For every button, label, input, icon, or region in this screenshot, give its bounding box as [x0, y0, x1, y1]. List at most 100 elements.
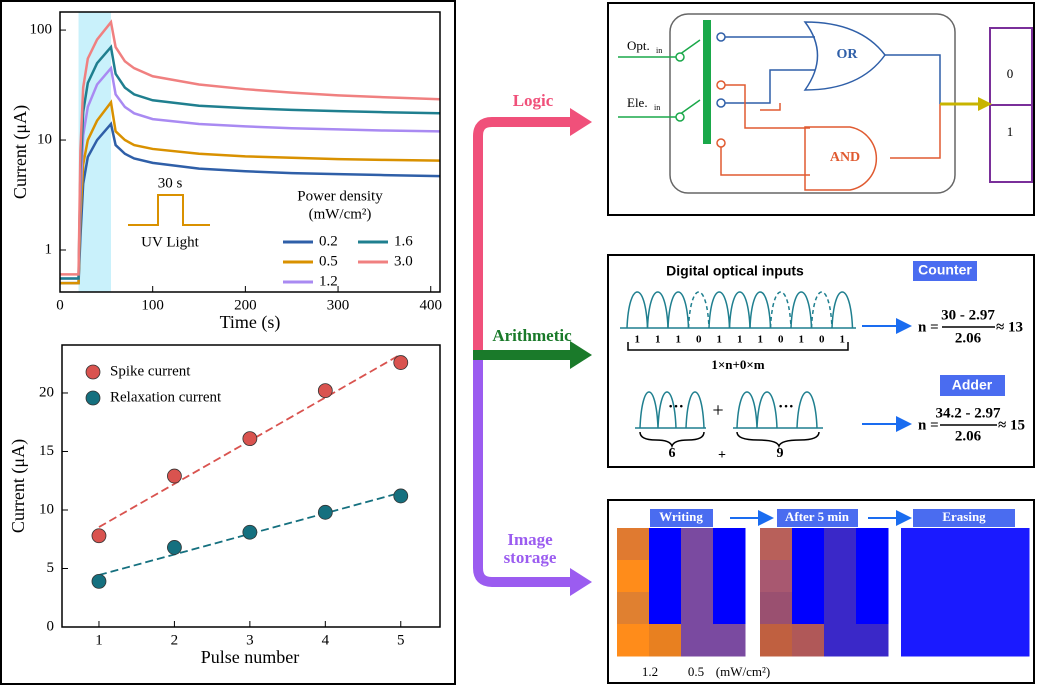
x-tick-label: 4 — [322, 632, 330, 648]
frame — [607, 2, 1035, 216]
pixel — [901, 624, 934, 657]
pixel — [965, 624, 998, 657]
dots: ··· — [668, 399, 684, 416]
pixel — [901, 592, 934, 625]
pixel — [901, 528, 934, 561]
pixel — [965, 528, 998, 561]
legend-marker — [85, 364, 101, 380]
bit: 1 — [840, 334, 846, 346]
chip — [669, 13, 956, 194]
bit: 0 — [819, 334, 825, 346]
plot-frame — [61, 344, 441, 628]
y-axis-label: Current (μA) — [8, 439, 29, 533]
pixel — [997, 560, 1030, 593]
bit: 0 — [778, 334, 784, 346]
x-tick-label: 100 — [141, 297, 164, 313]
output: 0 — [1007, 66, 1014, 81]
pixel — [901, 560, 934, 593]
bracket — [627, 342, 849, 351]
point — [393, 488, 409, 504]
chart-time: 0 100 200 300 400 1 10 100 Time (s) Current (μA) 0… — [10, 11, 442, 333]
tag — [913, 261, 977, 281]
label: Image — [507, 530, 553, 549]
pixel — [617, 592, 650, 625]
wires — [618, 21, 1033, 191]
point — [317, 504, 333, 520]
x-tick-label: 2 — [171, 632, 179, 648]
pulse — [769, 291, 792, 329]
bit: 1 — [635, 334, 641, 346]
pixel — [933, 624, 966, 657]
pixel — [856, 560, 889, 593]
point — [167, 540, 182, 555]
tag — [777, 509, 858, 527]
pixel — [713, 560, 746, 593]
point — [393, 355, 409, 370]
legend-label: 0.5 — [319, 253, 338, 269]
legend-label: 1.6 — [394, 233, 413, 249]
arrowhead — [570, 341, 592, 369]
legend-label: Spike current — [110, 363, 191, 379]
pixel — [649, 624, 682, 657]
y-tick-label: 0 — [47, 618, 55, 634]
pulse — [831, 291, 854, 329]
tag — [913, 509, 1015, 527]
pulse — [749, 291, 772, 329]
pixel — [824, 528, 857, 561]
legend-marker — [85, 390, 101, 406]
point — [91, 573, 107, 589]
subscript: in — [656, 46, 662, 55]
pixel — [681, 560, 714, 593]
pixel — [997, 624, 1030, 657]
bar — [703, 20, 711, 144]
arrowhead — [570, 568, 592, 596]
y-tick-label: 15 — [39, 443, 54, 459]
pixel — [713, 624, 746, 657]
pixel — [681, 624, 714, 657]
tag-label: Counter — [918, 262, 972, 278]
x-axis-label: Time (s) — [220, 312, 281, 333]
output: 1 — [1007, 124, 1014, 139]
pulse — [728, 291, 751, 329]
pixel — [856, 624, 889, 657]
formula: 34.2 - 2.97 — [936, 405, 1001, 421]
chart-pulse: 1 2 3 4 5 0 5 10 15 20 Pulse number Current (μA) Spi… — [8, 344, 441, 667]
storage-panel: Writing After 5 min Erasing 1.2 0.5 (mW/… — [607, 499, 1035, 684]
pixel — [792, 592, 825, 625]
y-tick-label: 10 — [39, 501, 54, 517]
series-line — [60, 121, 441, 285]
pixel — [649, 528, 682, 561]
arrow-logic — [473, 117, 572, 355]
formula: 30 - 2.97 — [941, 307, 995, 323]
y-tick-label: 20 — [39, 384, 54, 400]
pulse — [626, 291, 649, 329]
count: 9 — [777, 446, 784, 461]
tag — [650, 509, 713, 527]
arithmetic-panel: Digital optical inputs 1×n+0×m Counter n… — [607, 254, 1035, 468]
x-tick-label: 200 — [234, 297, 257, 313]
y-tick-label: 100 — [30, 22, 53, 38]
formula: 2.06 — [955, 330, 982, 346]
y-tick-label: 1 — [45, 241, 53, 257]
arrowhead — [978, 97, 992, 111]
y-tick-label: 5 — [47, 560, 55, 576]
pulse — [790, 291, 813, 329]
formula: n = — [918, 417, 939, 433]
pixel — [824, 624, 857, 657]
gate-label: OR — [837, 47, 859, 62]
pixel — [997, 592, 1030, 625]
frame — [607, 254, 1035, 468]
plus: + — [712, 400, 723, 422]
point — [91, 528, 107, 544]
brace — [736, 431, 820, 449]
pixel — [792, 624, 825, 657]
legend-title: (mW/cm²) — [309, 206, 372, 222]
legend-label: 3.0 — [394, 253, 413, 269]
x-tick-label: 400 — [419, 297, 442, 313]
point — [317, 383, 333, 399]
legend-label: 1.2 — [319, 273, 338, 289]
bit: 1 — [676, 334, 682, 346]
x-tick-label: 3 — [246, 632, 254, 648]
bit: 1 — [758, 334, 764, 346]
